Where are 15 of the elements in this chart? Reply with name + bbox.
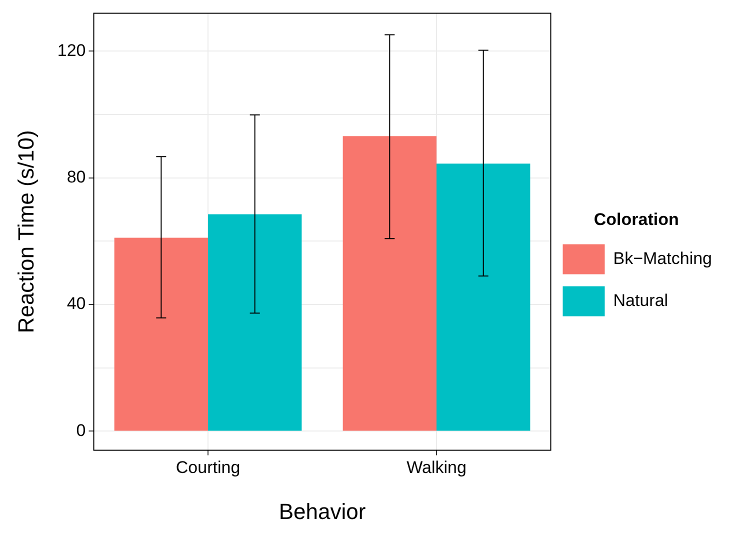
bar xyxy=(342,136,437,431)
x-tick-label: Courting xyxy=(176,458,240,478)
y-tick-label: 120 xyxy=(57,40,86,60)
y-tick-label: 0 xyxy=(76,420,86,440)
legend-title: Coloration xyxy=(594,210,679,229)
y-tick-label: 80 xyxy=(66,168,86,187)
x-tick-label: Walking xyxy=(406,458,466,478)
bar xyxy=(208,214,302,431)
bar xyxy=(436,164,530,431)
y-tick-label: 40 xyxy=(66,294,86,314)
x-axis-title: Behavior xyxy=(278,498,366,524)
y-axis-title: Reaction Time (s/10) xyxy=(13,130,38,334)
legend-label: Bk−Matching xyxy=(613,248,712,268)
bar xyxy=(114,238,208,431)
legend-label: Natural xyxy=(613,290,668,310)
